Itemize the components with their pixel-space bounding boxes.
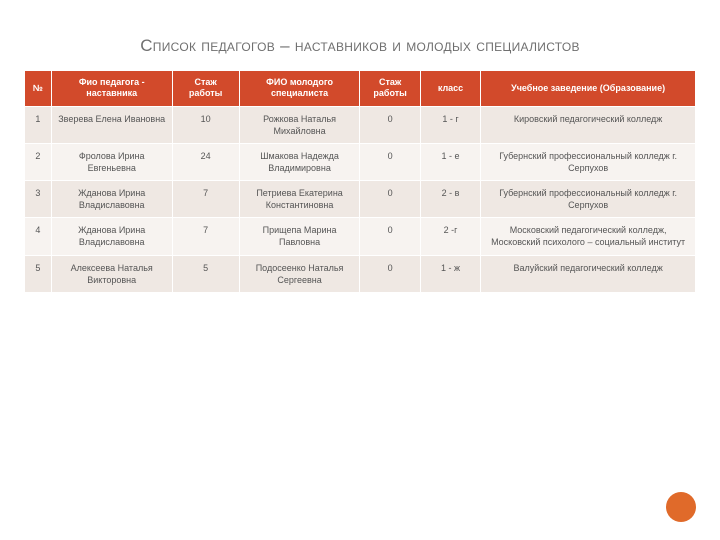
cell: Фролова Ирина Евгеньевна: [51, 143, 172, 180]
cell: 10: [172, 106, 239, 143]
cell: 1 - е: [420, 143, 480, 180]
cell: 2: [25, 143, 52, 180]
cell: Петриева Екатерина Константиновна: [239, 181, 360, 218]
table-head: № Фио педагога - наставника Стаж работы …: [25, 71, 696, 107]
cell: Зверева Елена Ивановна: [51, 106, 172, 143]
th-junior: ФИО молодого специалиста: [239, 71, 360, 107]
cell: Губернский профессиональный колледж г. С…: [481, 143, 696, 180]
slide: Список педагогов – наставников и молодых…: [0, 0, 720, 540]
cell: 0: [360, 106, 420, 143]
table-row: 4 Жданова Ирина Владиславовна 7 Прищепа …: [25, 218, 696, 255]
th-class: класс: [420, 71, 480, 107]
cell: Кировский педагогический колледж: [481, 106, 696, 143]
cell: 0: [360, 255, 420, 292]
th-mentor-exp: Стаж работы: [172, 71, 239, 107]
th-mentor: Фио педагога - наставника: [51, 71, 172, 107]
cell: Алексеева Наталья Викторовна: [51, 255, 172, 292]
cell: Валуйский педагогический колледж: [481, 255, 696, 292]
th-junior-exp: Стаж работы: [360, 71, 420, 107]
slide-title: Список педагогов – наставников и молодых…: [24, 36, 696, 56]
cell: Жданова Ирина Владиславовна: [51, 218, 172, 255]
cell: 2 - в: [420, 181, 480, 218]
cell: 0: [360, 143, 420, 180]
cell: 1: [25, 106, 52, 143]
cell: 1 - г: [420, 106, 480, 143]
table-row: 3 Жданова Ирина Владиславовна 7 Петриева…: [25, 181, 696, 218]
accent-circle-icon: [666, 492, 696, 522]
cell: Шмакова Надежда Владимировна: [239, 143, 360, 180]
cell: 0: [360, 181, 420, 218]
cell: 5: [25, 255, 52, 292]
table-body: 1 Зверева Елена Ивановна 10 Рожкова Ната…: [25, 106, 696, 292]
cell: Прищепа Марина Павловна: [239, 218, 360, 255]
th-education: Учебное заведение (Образование): [481, 71, 696, 107]
cell: 7: [172, 181, 239, 218]
cell: Подосеенко Наталья Сергеевна: [239, 255, 360, 292]
cell: 3: [25, 181, 52, 218]
cell: Губернский профессиональный колледж г. С…: [481, 181, 696, 218]
cell: Московский педагогический колледж, Моско…: [481, 218, 696, 255]
cell: 4: [25, 218, 52, 255]
cell: 1 - ж: [420, 255, 480, 292]
cell: 24: [172, 143, 239, 180]
th-num: №: [25, 71, 52, 107]
teachers-table: № Фио педагога - наставника Стаж работы …: [24, 70, 696, 293]
table-row: 2 Фролова Ирина Евгеньевна 24 Шмакова На…: [25, 143, 696, 180]
cell: 5: [172, 255, 239, 292]
table-row: 5 Алексеева Наталья Викторовна 5 Подосее…: [25, 255, 696, 292]
table-row: 1 Зверева Елена Ивановна 10 Рожкова Ната…: [25, 106, 696, 143]
cell: 0: [360, 218, 420, 255]
cell: 2 -г: [420, 218, 480, 255]
cell: Жданова Ирина Владиславовна: [51, 181, 172, 218]
cell: Рожкова Наталья Михайловна: [239, 106, 360, 143]
header-row: № Фио педагога - наставника Стаж работы …: [25, 71, 696, 107]
cell: 7: [172, 218, 239, 255]
